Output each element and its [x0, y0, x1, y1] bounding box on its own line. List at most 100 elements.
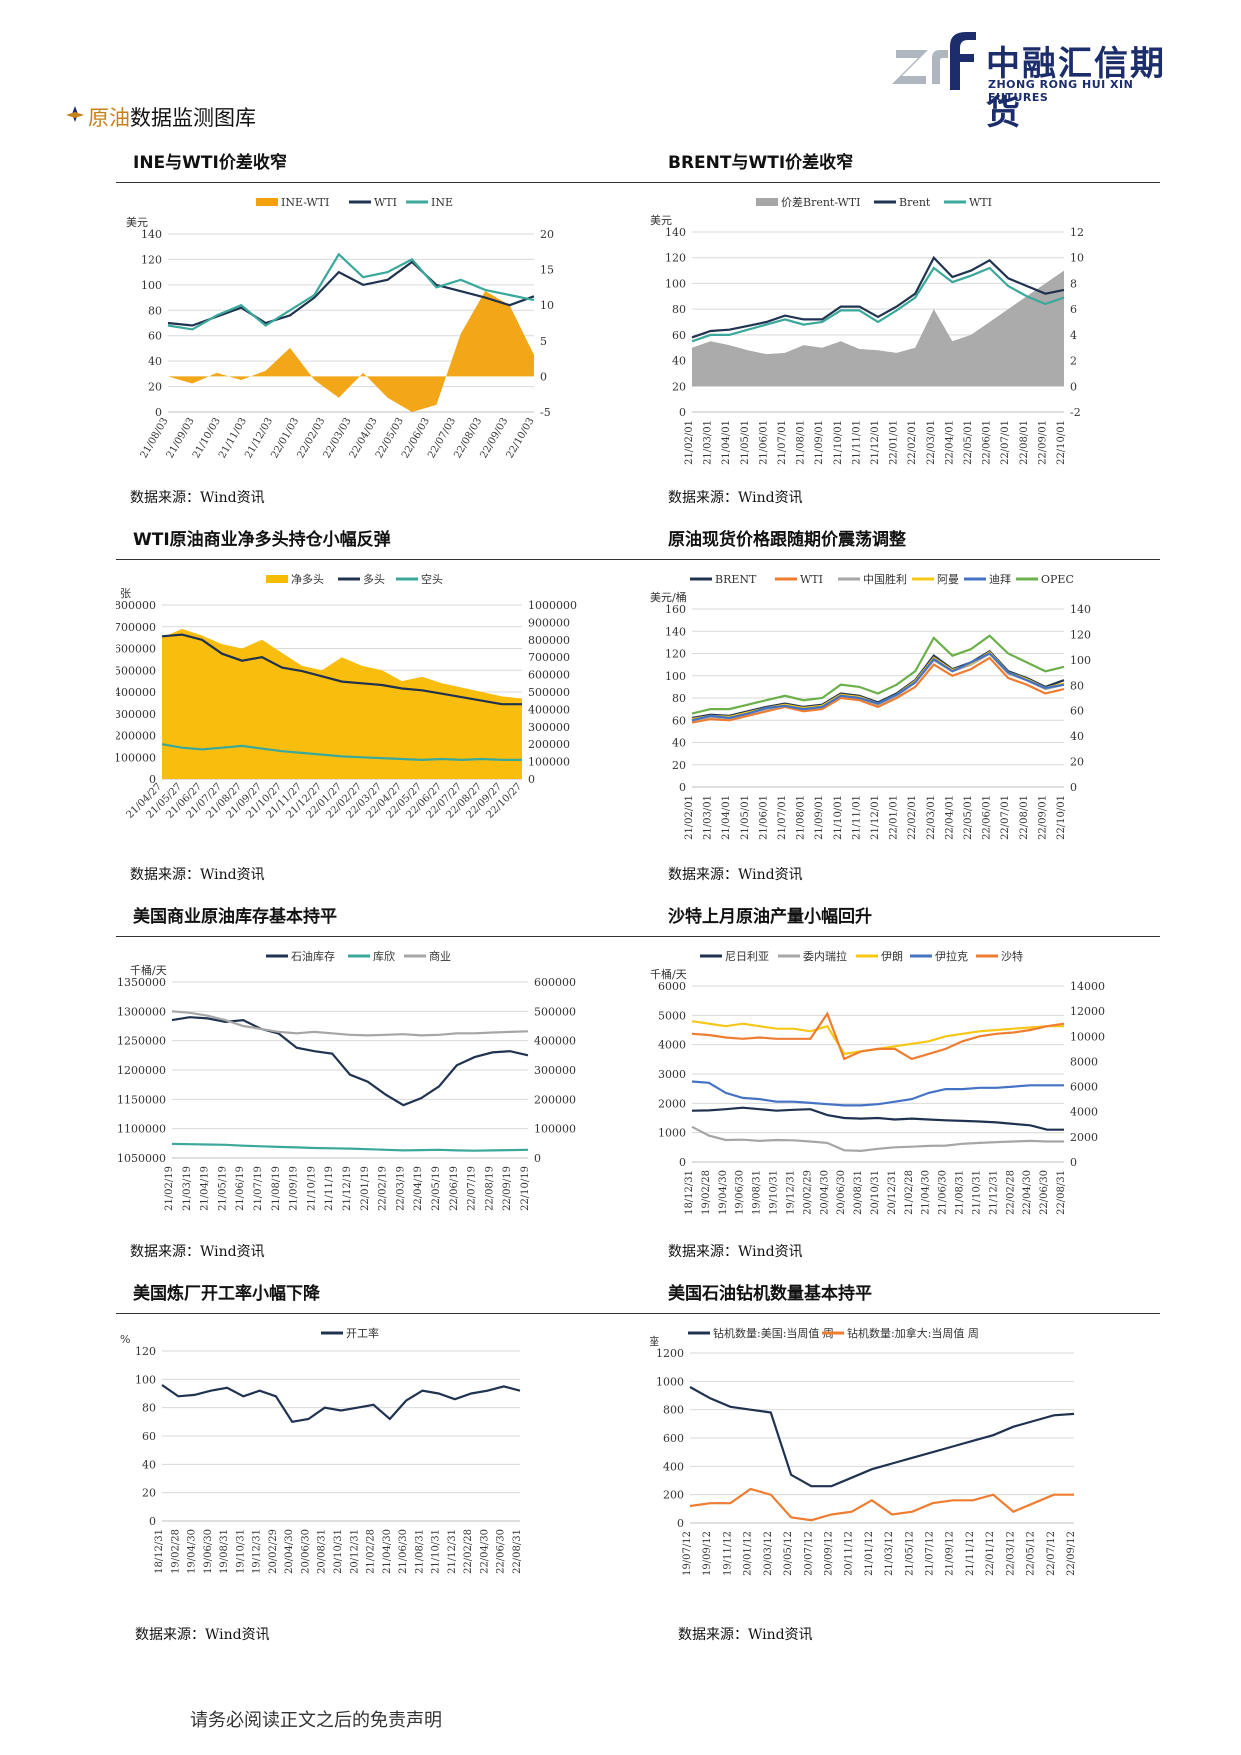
- source-6: 数据来源：Wind资讯: [668, 1244, 803, 1260]
- legend-item: Brent: [874, 196, 931, 209]
- y-tick-left: 1150000: [117, 1093, 166, 1106]
- legend-item: WTI: [944, 196, 992, 209]
- x-tick: 22/10/01: [1056, 795, 1067, 840]
- legend-item: BRENT: [690, 573, 757, 586]
- x-tick: 21/08/31: [955, 1170, 966, 1215]
- y-tick-left: 0: [679, 406, 686, 419]
- legend-item: 伊拉克: [910, 949, 968, 963]
- legend-label: 中国胜利: [863, 572, 907, 586]
- source-8: 数据来源：Wind资讯: [678, 1627, 813, 1643]
- y-tick-right: 1000000: [528, 599, 577, 612]
- panel-title-8: 美国石油钻机数量基本持平: [668, 1284, 872, 1304]
- y-tick-left: 1350000: [117, 976, 166, 989]
- x-tick: 21/03/01: [703, 795, 714, 840]
- x-tick: 20/11/12: [844, 1531, 855, 1576]
- series-line-阿曼: [691, 650, 1065, 721]
- legend-item: WTI: [775, 573, 823, 586]
- y-tick-left: 800000: [116, 599, 156, 612]
- axis-unit: 千桶/天: [130, 963, 167, 977]
- legend-item: INE-WTI: [256, 196, 329, 209]
- divider-4: [116, 1313, 1160, 1314]
- x-tick: 22/03/01: [926, 795, 937, 840]
- x-tick: 21/02/19: [164, 1166, 175, 1211]
- chart-brent-wti: 价差Brent-WTI Brent WTI美元020406080100120140-…: [650, 195, 1084, 465]
- y-tick-left: 120: [135, 1345, 156, 1358]
- x-tick: 19/11/12: [722, 1531, 733, 1576]
- source-3: 数据来源：Wind资讯: [130, 867, 265, 883]
- section-title: 原油数据监测图库: [66, 102, 256, 132]
- x-tick: 21/10/31: [431, 1529, 442, 1574]
- series-line-迪拜: [691, 652, 1065, 722]
- y-tick-left: 0: [679, 1156, 686, 1169]
- x-tick: 22/06/01: [982, 420, 993, 465]
- series-line-沙特: [691, 1011, 1065, 1061]
- y-tick-left: 60: [672, 329, 686, 342]
- legend-label: INE-WTI: [281, 196, 329, 209]
- x-tick: 21/06/01: [758, 795, 769, 840]
- legend-item: 中国胜利: [838, 572, 907, 586]
- axis-unit: 张: [120, 587, 131, 600]
- x-tick: 22/01/01: [889, 795, 900, 840]
- x-tick: 22/10/01: [1056, 420, 1067, 465]
- x-tick: 21/08/01: [796, 795, 807, 840]
- y-tick-right: 12000: [1070, 1005, 1105, 1018]
- x-tick: 21/07/12: [925, 1531, 936, 1576]
- x-tick: 21/11/12: [965, 1531, 976, 1576]
- y-tick-right: -2: [1070, 406, 1081, 419]
- x-tick: 21/08/19: [271, 1166, 282, 1211]
- x-tick: 22/01/19: [360, 1166, 371, 1211]
- x-tick: 20/04/30: [819, 1170, 830, 1215]
- x-tick: 21/09/01: [814, 420, 825, 465]
- x-tick: 22/02/01: [907, 420, 918, 465]
- y-tick-right: 0: [1070, 1156, 1077, 1169]
- y-tick-left: 5000: [658, 1009, 686, 1022]
- y-tick-left: 40: [672, 737, 686, 750]
- y-tick-right: 6000: [1070, 1081, 1098, 1094]
- y-tick-right: 10: [1070, 252, 1084, 265]
- section-title-rest: 数据监测图库: [130, 106, 256, 130]
- x-tick: 21/06/30: [938, 1170, 949, 1215]
- y-tick-left: 100000: [116, 751, 156, 764]
- series-line-OPEC: [691, 634, 1065, 715]
- x-tick: 21/10/31: [971, 1170, 982, 1215]
- y-tick-left: 60: [148, 330, 162, 343]
- chart-refinery-utilization: 开工率% 0 20 40 60 80 100 120 18/12/31 19/02/28 19/04…: [120, 1326, 523, 1574]
- legend-label: 伊朗: [881, 950, 903, 963]
- y-tick-left: 400000: [116, 686, 156, 699]
- y-tick-right: 0: [1070, 781, 1077, 794]
- legend-label: 商业: [429, 949, 451, 963]
- x-tick: 21/09/01: [814, 795, 825, 840]
- y-tick-right: 0: [534, 1152, 541, 1165]
- series-line-委内瑞拉: [691, 1125, 1064, 1153]
- x-tick: 21/12/31: [988, 1170, 999, 1215]
- y-tick-right: 5: [540, 335, 547, 348]
- legend-swatch: [256, 198, 278, 206]
- y-tick-right: 400000: [534, 1035, 576, 1048]
- x-tick: 21/03/12: [884, 1531, 895, 1576]
- series-line-石油库存: [171, 1016, 529, 1107]
- y-tick-left: 600: [663, 1432, 684, 1445]
- y-tick-left: 40: [672, 355, 686, 368]
- y-tick-right: 10000: [1070, 1030, 1105, 1043]
- x-tick: 20/02/29: [268, 1529, 279, 1574]
- x-tick: 21/11/01: [851, 420, 862, 465]
- x-tick: 22/08/19: [484, 1166, 495, 1211]
- series-line-WTI: [691, 266, 1065, 343]
- company-logo: 中融汇信期货 ZHONG RONG HUI XIN FUTURES: [888, 28, 1168, 133]
- x-tick: 21/05/01: [740, 795, 751, 840]
- x-tick: 19/10/31: [769, 1170, 780, 1215]
- legend-item: 钻机数量:美国:当周值 周: [688, 1326, 834, 1340]
- divider-2: [116, 559, 1160, 560]
- x-tick: 21/12/01: [870, 420, 881, 465]
- legend-label: 阿曼: [937, 573, 959, 586]
- x-tick: 22/09/01: [1037, 795, 1048, 840]
- y-tick-left: 1000: [658, 1127, 686, 1140]
- x-tick: 21/03/19: [182, 1166, 193, 1211]
- series-line-开工率: [161, 1384, 521, 1424]
- y-tick-right: 4: [1070, 329, 1077, 342]
- y-tick-right: 2000: [1070, 1131, 1098, 1144]
- y-tick-left: 20: [142, 1487, 156, 1500]
- x-tick: 19/04/30: [718, 1170, 729, 1215]
- panel-title-5: 美国商业原油库存基本持平: [133, 907, 337, 927]
- y-tick-left: 0: [149, 1515, 156, 1528]
